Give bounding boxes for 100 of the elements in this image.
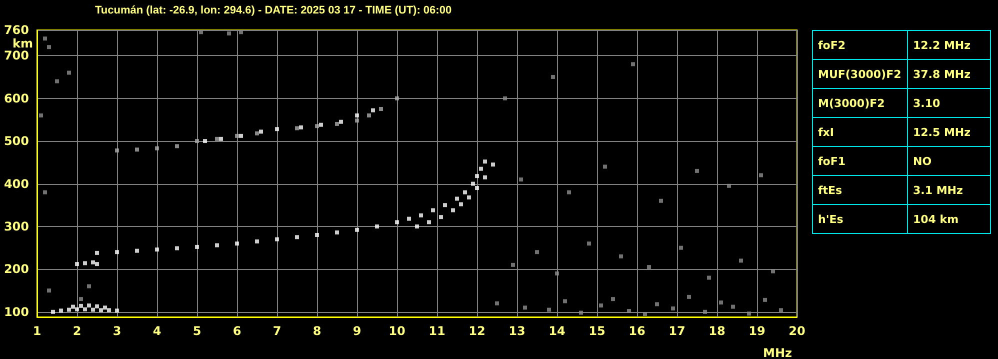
point — [519, 177, 523, 182]
point — [39, 113, 43, 118]
point — [395, 220, 399, 224]
point — [611, 297, 615, 302]
point — [579, 310, 583, 315]
point — [215, 243, 219, 248]
point — [59, 308, 63, 313]
point — [619, 254, 623, 258]
point — [67, 70, 71, 75]
point — [731, 304, 735, 309]
point — [355, 228, 359, 232]
point — [379, 107, 383, 112]
point — [407, 216, 411, 221]
point — [115, 250, 119, 254]
point — [135, 148, 139, 152]
point — [703, 310, 707, 314]
point — [315, 124, 319, 128]
point — [427, 220, 431, 224]
x-tick-label: 6 — [232, 324, 242, 338]
point — [739, 258, 743, 263]
x-tick-label: 3 — [112, 324, 122, 338]
point — [155, 146, 159, 150]
y-tick-label: 700 — [4, 48, 29, 63]
text: 3.10 — [908, 88, 990, 118]
x-tick-label: 12 — [468, 324, 486, 338]
point — [483, 175, 487, 180]
x-tick-label: 15 — [588, 324, 606, 338]
point — [451, 208, 455, 212]
x-tick-label: 13 — [508, 324, 526, 338]
point — [115, 308, 119, 313]
point — [771, 269, 775, 274]
text: 12.5 MHz — [908, 118, 990, 146]
point — [627, 309, 631, 314]
point — [79, 297, 83, 302]
point — [603, 164, 607, 169]
y-tick-label: 760 — [4, 23, 29, 37]
point — [295, 126, 299, 130]
point — [275, 127, 279, 132]
point — [83, 307, 87, 312]
point — [763, 298, 767, 302]
text: fxI — [812, 118, 908, 146]
x-tick-label: 8 — [312, 324, 322, 338]
y-tick-label: 100 — [4, 304, 29, 319]
point — [135, 248, 139, 253]
point — [55, 79, 59, 84]
point — [375, 224, 379, 228]
point — [83, 261, 87, 266]
point — [455, 196, 459, 201]
point — [599, 303, 603, 308]
point — [471, 182, 475, 186]
point — [219, 136, 223, 141]
point — [587, 242, 591, 246]
point — [443, 203, 447, 208]
point — [99, 308, 103, 312]
point — [295, 235, 299, 240]
point — [371, 108, 375, 112]
point — [707, 276, 711, 280]
x-tick-label: 17 — [668, 324, 686, 338]
text: foF1 — [812, 146, 908, 176]
point — [87, 303, 91, 308]
point — [503, 96, 507, 100]
point — [51, 310, 55, 314]
y-tick-label: 600 — [4, 91, 29, 106]
x-tick-label: 14 — [548, 324, 566, 338]
point — [355, 118, 359, 123]
point — [91, 260, 95, 264]
y-axis-title: km — [12, 36, 33, 51]
point — [71, 304, 75, 309]
point — [419, 213, 423, 218]
point — [759, 173, 763, 178]
point — [563, 299, 567, 304]
point — [215, 136, 219, 141]
point — [511, 262, 515, 267]
text: NO — [908, 146, 990, 176]
x-tick-label: 19 — [748, 324, 766, 338]
point — [95, 304, 99, 308]
point — [91, 308, 95, 312]
point — [315, 233, 319, 237]
point — [175, 246, 179, 250]
x-axis-title: MHz — [763, 346, 792, 359]
point — [235, 242, 239, 246]
text: MUF(3000)F2 — [812, 60, 908, 88]
point — [75, 307, 79, 312]
point — [47, 45, 51, 50]
x-tick-label: 7 — [272, 324, 282, 338]
y-tick-label: 300 — [4, 219, 29, 234]
point — [195, 139, 199, 144]
text: M(3000)F2 — [812, 88, 908, 118]
point — [195, 244, 199, 249]
point — [555, 271, 559, 276]
point — [255, 239, 259, 244]
point — [747, 312, 751, 316]
point — [335, 230, 339, 234]
point — [175, 144, 179, 148]
point — [319, 122, 323, 127]
text: 3.1 MHz — [908, 176, 990, 204]
x-tick-label: 11 — [428, 324, 446, 338]
point — [475, 186, 479, 190]
point — [551, 74, 555, 79]
point — [235, 134, 239, 138]
